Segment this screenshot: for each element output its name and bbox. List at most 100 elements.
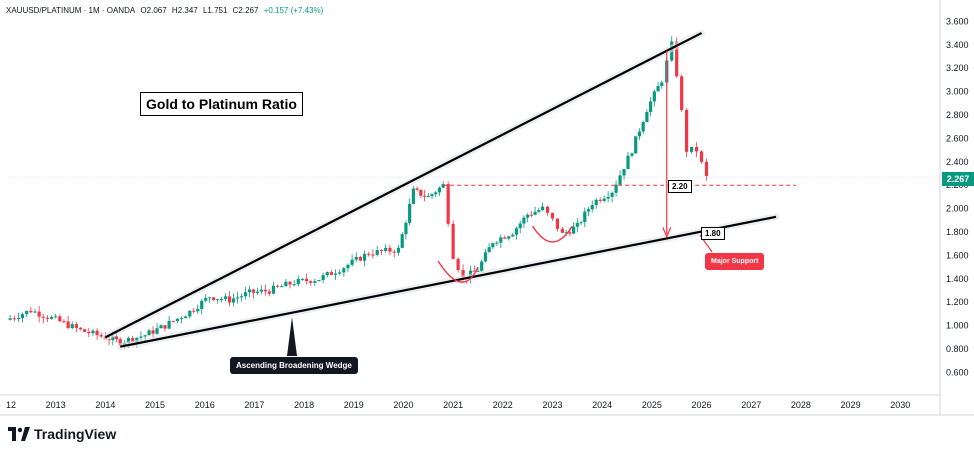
candle-body (95, 330, 99, 336)
chart-title: Gold to Platinum Ratio (140, 92, 303, 116)
x-tick-label: 2015 (145, 400, 165, 410)
candle-body (560, 228, 565, 233)
x-tick-label: 2023 (542, 400, 562, 410)
candle-body (284, 281, 288, 287)
candle-body (271, 285, 276, 294)
candle-body (296, 278, 300, 285)
candle-body (522, 217, 526, 224)
candle-body (575, 222, 579, 227)
y-tick-label: 1.400 (946, 274, 969, 284)
candle-body (78, 327, 83, 330)
candle-body (239, 296, 244, 298)
y-tick-label: 1.800 (946, 227, 969, 237)
y-tick-label: 2.400 (946, 157, 969, 167)
x-tick-label: 2024 (592, 400, 612, 410)
candle-body (367, 253, 371, 255)
candle-body (342, 268, 346, 273)
candle-body (419, 189, 423, 196)
y-tick-label: 1.600 (946, 250, 969, 260)
x-tick-label: 2016 (195, 400, 215, 410)
x-tick-label: 2020 (393, 400, 413, 410)
candle-body (126, 338, 131, 343)
candle-body (251, 289, 256, 293)
candle-body (179, 318, 184, 320)
candle-body (346, 264, 350, 269)
x-tick-label: 2021 (443, 400, 463, 410)
y-tick-label: 3.400 (946, 40, 969, 50)
candle-body (333, 273, 338, 275)
candle-body (610, 192, 614, 197)
tradingview-logo[interactable]: TradingView (8, 426, 116, 442)
candle-body (29, 310, 33, 313)
candle-body (107, 339, 111, 341)
candle-body (572, 226, 576, 234)
wedge-upper-line (104, 32, 703, 339)
symbol-name[interactable]: XAUUSD/PLATINUM · 1M · OANDA (6, 6, 136, 15)
candle-body (220, 298, 224, 300)
candle-body (263, 289, 267, 292)
candle-body (451, 223, 455, 259)
candle-body (660, 82, 664, 87)
y-tick-label: 2.600 (946, 133, 969, 143)
y-tick-label: 2.800 (946, 110, 969, 120)
candle-body (606, 196, 610, 199)
y-tick-label: 2.000 (946, 204, 969, 214)
candle-body (583, 211, 587, 223)
open-value: O2.067 (140, 6, 167, 15)
candle-body (511, 234, 515, 237)
candle-body (111, 336, 115, 341)
x-tick-label: 2027 (741, 400, 761, 410)
candle-body (91, 330, 95, 334)
candle-body (118, 339, 122, 346)
high-value: H2.347 (171, 6, 198, 15)
candle-body (255, 291, 259, 293)
candle-body (437, 187, 442, 193)
candle-body (483, 252, 488, 262)
candle-body (379, 250, 384, 252)
candle-body (499, 237, 503, 243)
candle-body (131, 338, 135, 342)
candle-body (400, 234, 404, 248)
candle-body (208, 297, 212, 299)
candle-body (491, 243, 495, 248)
candle-body (338, 272, 342, 274)
candle-body (408, 203, 412, 223)
candle-body (630, 153, 634, 156)
y-tick-label: 3.200 (946, 63, 969, 73)
x-tick-label: 2030 (890, 400, 910, 410)
candle-body (235, 297, 240, 299)
candle-body (304, 278, 309, 282)
candle-body (675, 41, 679, 77)
candle-body (175, 318, 179, 321)
candle-body (20, 314, 25, 319)
candle-body (507, 236, 511, 239)
x-tick-label: 2018 (294, 400, 314, 410)
x-tick-label: 2019 (344, 400, 364, 410)
candle-body (167, 320, 171, 329)
candle-body (533, 211, 537, 215)
x-tick-label: 2029 (841, 400, 861, 410)
candle-body (309, 281, 313, 283)
candle-body (62, 321, 66, 323)
major-support-label: Major Support (705, 253, 765, 270)
y-tick-label: 1.200 (946, 297, 969, 307)
candle-body (231, 298, 236, 303)
candle-body (329, 272, 334, 275)
level-180-tag: 1.80 (701, 227, 725, 240)
candle-body (430, 194, 434, 197)
candle-body (139, 336, 143, 338)
close-value: C2.267 (232, 6, 259, 15)
candle-body (227, 296, 232, 303)
wedge-label: Ascending Broadening Wedge (230, 357, 358, 374)
candle-body (426, 196, 430, 198)
candle-body (325, 272, 329, 276)
candle-body (404, 222, 408, 235)
candle-body (529, 214, 533, 216)
x-tick-label: 2022 (493, 400, 513, 410)
candle-body (446, 184, 450, 224)
candle-body (456, 258, 460, 271)
candle-body (545, 206, 550, 213)
tradingview-icon (8, 427, 30, 441)
candle-body (275, 285, 280, 287)
